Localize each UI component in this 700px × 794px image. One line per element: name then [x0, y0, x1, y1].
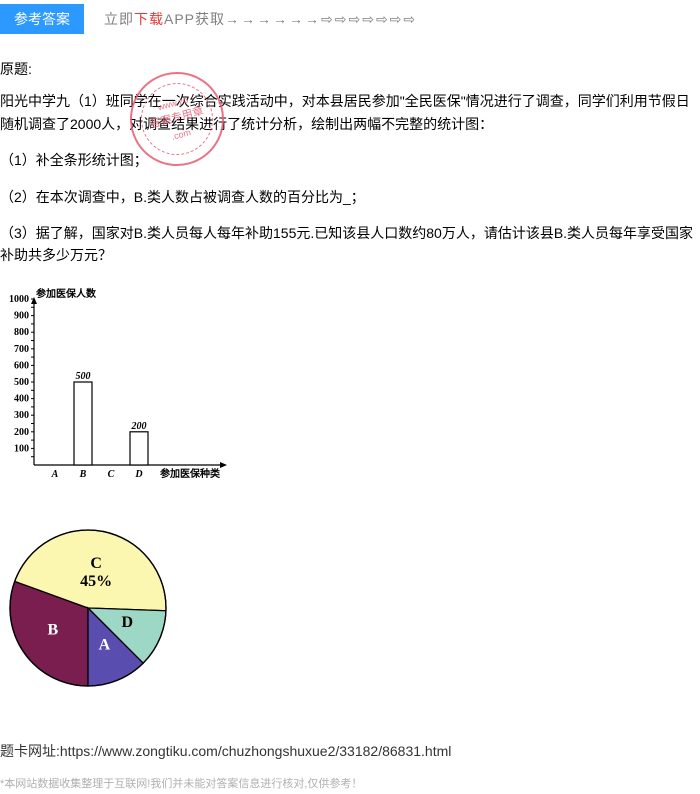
svg-text:1000: 1000 — [9, 294, 29, 305]
svg-text:700: 700 — [14, 344, 29, 355]
svg-text:D: D — [134, 469, 142, 480]
url-line: 题卡网址:https://www.zongtiku.com/chuzhongsh… — [0, 740, 700, 762]
content-area: 原题: www.zo 答案专用章 .com 阳光中学九（1）班同学在一次综合实践… — [0, 38, 700, 794]
svg-text:400: 400 — [14, 393, 29, 404]
download-prefix: 立即 — [104, 11, 134, 27]
svg-text:300: 300 — [14, 410, 29, 421]
svg-text:参加医保种类: 参加医保种类 — [160, 467, 220, 480]
svg-text:100: 100 — [14, 443, 29, 454]
svg-text:A: A — [99, 637, 111, 654]
svg-text:200: 200 — [131, 421, 147, 432]
disclaimer: *本网站数据收集整理于互联网!我们并未能对答案信息进行核对,仅供参考！ — [0, 776, 700, 794]
svg-text:600: 600 — [14, 360, 29, 371]
answer-button[interactable]: 参考答案 — [0, 4, 84, 34]
problem-line: 阳光中学九（1）班同学在一次综合实践活动中，对本县居民参加"全民医保"情况进行了… — [0, 93, 690, 131]
svg-text:参加医保人数: 参加医保人数 — [36, 287, 97, 300]
svg-text:500: 500 — [76, 371, 91, 382]
section-title: 原题: — [0, 58, 700, 80]
arrows-icon: →→→→→→⇨⇨⇨⇨⇨⇨⇨ — [225, 11, 417, 27]
svg-text:900: 900 — [14, 310, 29, 321]
page-header: 参考答案 立即下载APP获取→→→→→→⇨⇨⇨⇨⇨⇨⇨ — [0, 0, 700, 38]
svg-text:D: D — [122, 614, 134, 631]
pie-chart: B C45% DA — [0, 523, 700, 699]
svg-text:500: 500 — [14, 377, 29, 388]
question-3: （3）据了解，国家对B.类人员每人每年补助155元.已知该县人口数约80万人，请… — [0, 222, 700, 267]
bar-chart: 参加医保人数 100 200 300 400 500 600 700 800 900 1000 A 50… — [0, 287, 700, 503]
svg-text:C: C — [108, 469, 115, 480]
problem-statement: www.zo 答案专用章 .com 阳光中学九（1）班同学在一次综合实践活动中，… — [0, 90, 700, 135]
svg-text:200: 200 — [14, 427, 29, 438]
svg-text:A: A — [51, 469, 59, 480]
svg-text:45%: 45% — [80, 573, 112, 590]
url-text[interactable]: https://www.zongtiku.com/chuzhongshuxue2… — [60, 743, 451, 759]
download-suffix: APP获取 — [164, 11, 225, 27]
svg-text:B: B — [48, 622, 59, 639]
svg-text:C: C — [90, 555, 102, 572]
question-2: （2）在本次调查中，B.类人数占被调查人数的百分比为_； — [0, 186, 700, 208]
question-1: （1）补全条形统计图； — [0, 149, 700, 171]
url-label: 题卡网址: — [0, 743, 60, 759]
svg-text:B: B — [79, 469, 87, 480]
svg-text:800: 800 — [14, 327, 29, 338]
download-prompt[interactable]: 立即下载APP获取→→→→→→⇨⇨⇨⇨⇨⇨⇨ — [104, 8, 417, 30]
download-red: 下载 — [134, 11, 164, 27]
